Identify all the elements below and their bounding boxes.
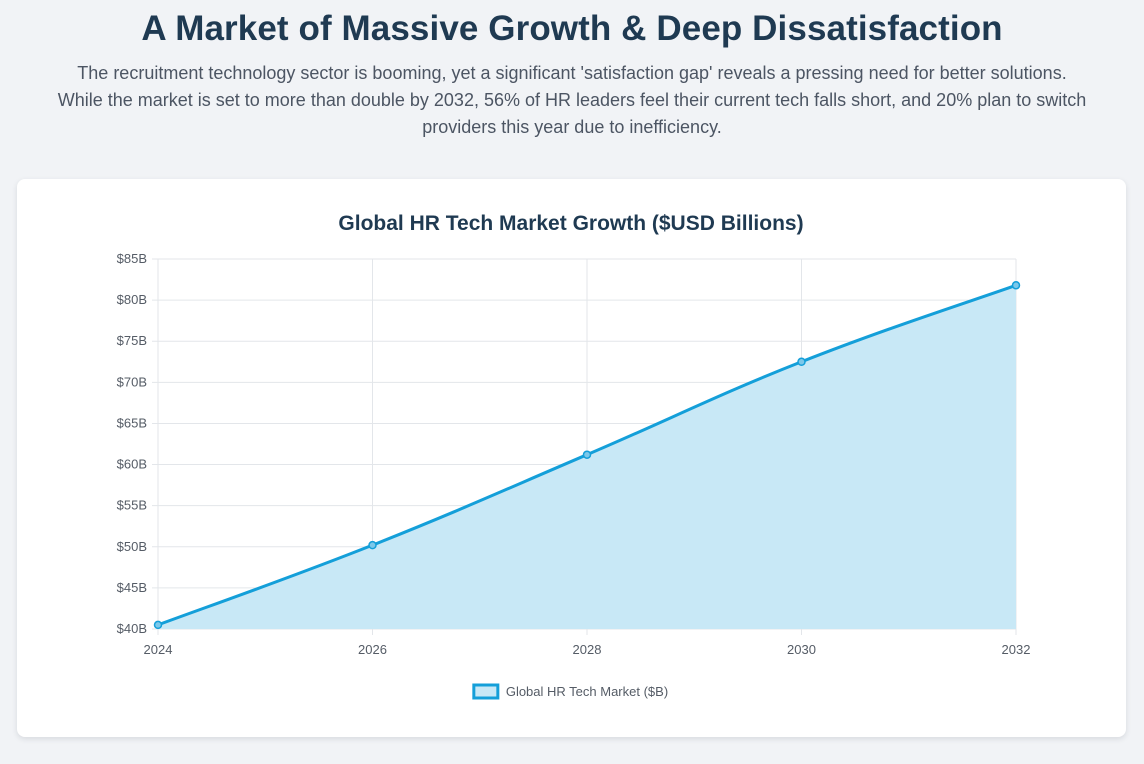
page-header: A Market of Massive Growth & Deep Dissat…	[0, 0, 1144, 141]
chart-tick-labels: $40B $45B $50B $55B $60B $65B $70B $75B $80B $85B…	[117, 251, 1031, 657]
x-tick-label: 2032	[1002, 642, 1031, 657]
data-point[interactable]	[582, 450, 592, 459]
x-tick-label: 2024	[144, 642, 173, 657]
y-tick-label: $70B	[117, 374, 147, 389]
y-tick-label: $50B	[117, 539, 147, 554]
page-title: A Market of Massive Growth & Deep Dissat…	[141, 9, 1003, 48]
x-tick-label: 2030	[787, 642, 816, 657]
y-tick-label: $60B	[117, 457, 147, 472]
y-tick-label: $55B	[117, 498, 147, 513]
page-subtitle: The recruitment technology sector is boo…	[57, 63, 1087, 137]
data-point[interactable]	[368, 540, 377, 550]
y-tick-label: $85B	[117, 251, 147, 266]
x-tick-label: 2028	[573, 642, 602, 657]
chart-area-layer	[153, 281, 1021, 630]
legend-label: Global HR Tech Market ($B)	[506, 684, 668, 699]
legend-swatch	[472, 683, 500, 700]
y-tick-label: $80B	[117, 292, 147, 307]
y-tick-label: $40B	[117, 621, 147, 636]
chart-title: Global HR Tech Market Growth ($USD Billi…	[338, 212, 803, 235]
market-growth-chart: Global HR Tech Market Growth ($USD Billi…	[117, 212, 1031, 700]
y-tick-label: $75B	[117, 333, 147, 348]
y-tick-label: $65B	[117, 415, 147, 430]
data-point[interactable]	[1011, 281, 1021, 290]
y-tick-label: $45B	[117, 580, 147, 595]
chart-legend[interactable]: Global HR Tech Market ($B)	[472, 683, 668, 700]
chart-card: Global HR Tech Market Growth ($USD Billi…	[17, 179, 1126, 737]
data-point[interactable]	[153, 620, 163, 630]
x-tick-label: 2026	[358, 642, 387, 657]
data-point[interactable]	[797, 357, 806, 367]
